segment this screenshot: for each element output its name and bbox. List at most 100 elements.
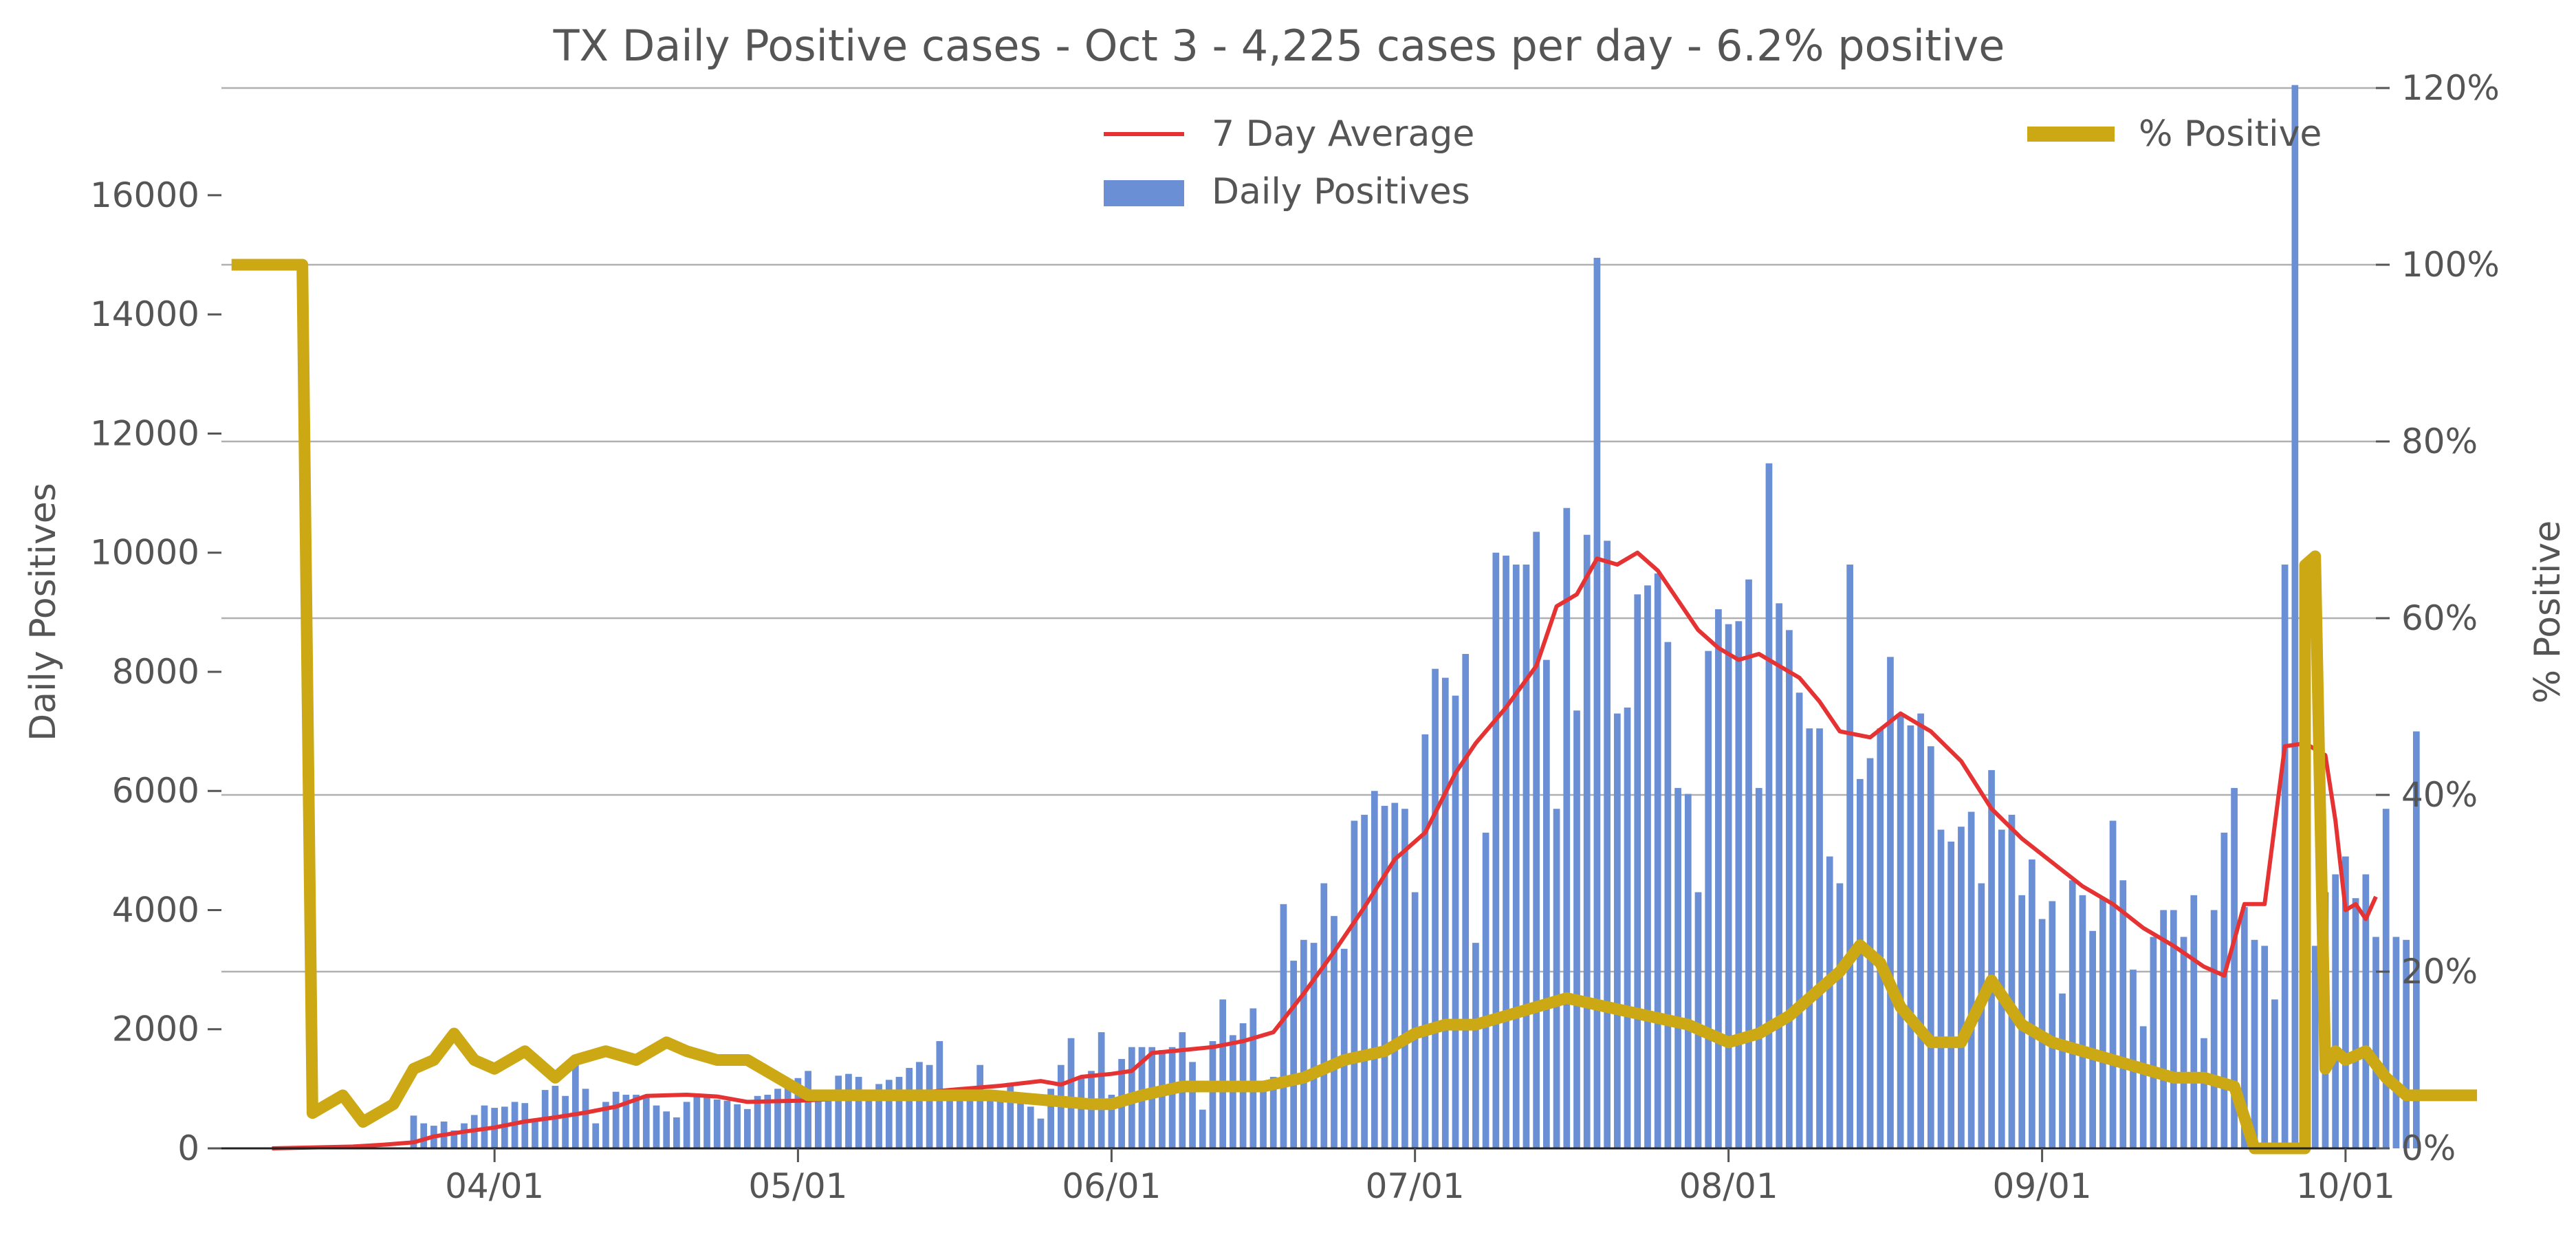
bar xyxy=(1512,565,1520,1148)
bar xyxy=(592,1123,600,1148)
y-tick-label: 10000 xyxy=(90,533,199,573)
bar xyxy=(2240,907,2248,1148)
y2-tick-label: 120% xyxy=(2401,68,2500,108)
bar xyxy=(774,1089,781,1148)
bar xyxy=(956,1097,963,1148)
bar xyxy=(1826,856,1833,1148)
bar xyxy=(2049,901,2056,1148)
bar xyxy=(1522,565,1530,1148)
bar xyxy=(976,1064,984,1148)
bar xyxy=(683,1102,690,1148)
y2-tick-label: 60% xyxy=(2401,598,2478,638)
bar xyxy=(663,1111,670,1148)
y2-tick-label: 100% xyxy=(2401,245,2500,285)
bar xyxy=(825,1090,832,1148)
y-tick-label: 0 xyxy=(177,1128,199,1168)
percent-positive-line xyxy=(231,259,2478,1155)
bar xyxy=(1391,802,1399,1148)
bar xyxy=(2412,731,2420,1148)
bar xyxy=(754,1095,761,1148)
bar xyxy=(2170,910,2177,1148)
bar xyxy=(2079,895,2086,1148)
chart-title: TX Daily Positive cases - Oct 3 - 4,225 … xyxy=(553,21,2005,71)
bar xyxy=(1249,1008,1257,1148)
bar xyxy=(1967,811,1975,1148)
bar xyxy=(1027,1106,1034,1148)
bar xyxy=(612,1091,620,1148)
y-tick-label: 12000 xyxy=(90,413,199,453)
bar xyxy=(2130,970,2137,1148)
y-axis-left: 0 2000 4000 6000 8000 10000 12000 14000 16000 xyxy=(90,175,221,1168)
bar xyxy=(1159,1050,1166,1148)
bar xyxy=(1441,677,1449,1148)
bar xyxy=(1613,713,1621,1148)
legend-avg-label: 7 Day Average xyxy=(1212,113,1474,155)
bar xyxy=(1300,939,1307,1148)
bar xyxy=(966,1091,974,1148)
y-tick-label: 8000 xyxy=(112,652,199,692)
bar xyxy=(2119,880,2127,1148)
bar xyxy=(1432,668,1439,1148)
bar xyxy=(2139,1026,2147,1148)
bar xyxy=(2382,809,2390,1148)
bar xyxy=(2201,1038,2207,1148)
bar xyxy=(835,1075,842,1148)
bar xyxy=(987,1100,994,1148)
bar xyxy=(2291,85,2299,1148)
y2-tick-label: 80% xyxy=(2401,422,2478,461)
bar xyxy=(1786,630,1793,1148)
legend-pct-label: % Positive xyxy=(2139,113,2322,155)
bar xyxy=(2231,787,2238,1148)
bar xyxy=(1503,556,1509,1148)
bar xyxy=(703,1095,710,1148)
bar xyxy=(1078,1077,1085,1148)
bar xyxy=(1755,787,1762,1148)
bar xyxy=(673,1117,680,1148)
bar xyxy=(1199,1109,1206,1148)
y-axis-right: 0% 20% 40% 60% 80% 100% 120% xyxy=(2376,68,2500,1168)
x-axis: 04/01 05/01 06/01 07/01 08/01 09/01 10/01 xyxy=(445,1148,2395,1206)
bar xyxy=(1381,805,1388,1148)
bar xyxy=(885,1080,893,1148)
bar xyxy=(1168,1047,1176,1148)
bar xyxy=(1735,621,1743,1148)
bar xyxy=(1664,642,1672,1148)
bar xyxy=(1067,1038,1075,1148)
bar xyxy=(2342,856,2349,1148)
bar xyxy=(744,1108,751,1148)
bar xyxy=(713,1099,721,1148)
legend: 7 Day Average Daily Positives % Positive xyxy=(1104,113,2322,212)
bar xyxy=(1098,1032,1105,1148)
bar xyxy=(2008,814,2016,1148)
gridlines xyxy=(221,87,2376,973)
bar xyxy=(2220,832,2228,1148)
y-axis-title: Daily Positives xyxy=(23,483,64,741)
y2-tick-label: 0% xyxy=(2401,1128,2456,1168)
bar xyxy=(2190,895,2198,1148)
bar xyxy=(693,1097,701,1148)
bar xyxy=(855,1077,862,1148)
x-tick-label: 06/01 xyxy=(1062,1166,1161,1206)
bar xyxy=(996,1095,1004,1148)
bar xyxy=(916,1062,923,1148)
bar xyxy=(784,1086,792,1148)
bar xyxy=(562,1095,569,1148)
y2-tick-label: 40% xyxy=(2401,775,2478,815)
bar xyxy=(1421,734,1429,1148)
bar xyxy=(602,1102,609,1148)
bar xyxy=(1776,603,1783,1148)
x-tick-label: 04/01 xyxy=(445,1166,544,1206)
bar xyxy=(2180,937,2187,1148)
bar xyxy=(571,1062,579,1148)
bar xyxy=(1037,1118,1045,1148)
bar xyxy=(2362,874,2370,1148)
bar xyxy=(1340,948,1348,1148)
bar xyxy=(1644,585,1651,1148)
bar xyxy=(1361,814,1368,1148)
bar xyxy=(2372,937,2379,1148)
x-tick-label: 07/01 xyxy=(1366,1166,1465,1206)
bar xyxy=(1563,507,1571,1148)
legend-bars-label: Daily Positives xyxy=(1212,171,1470,212)
bar xyxy=(1462,653,1470,1148)
